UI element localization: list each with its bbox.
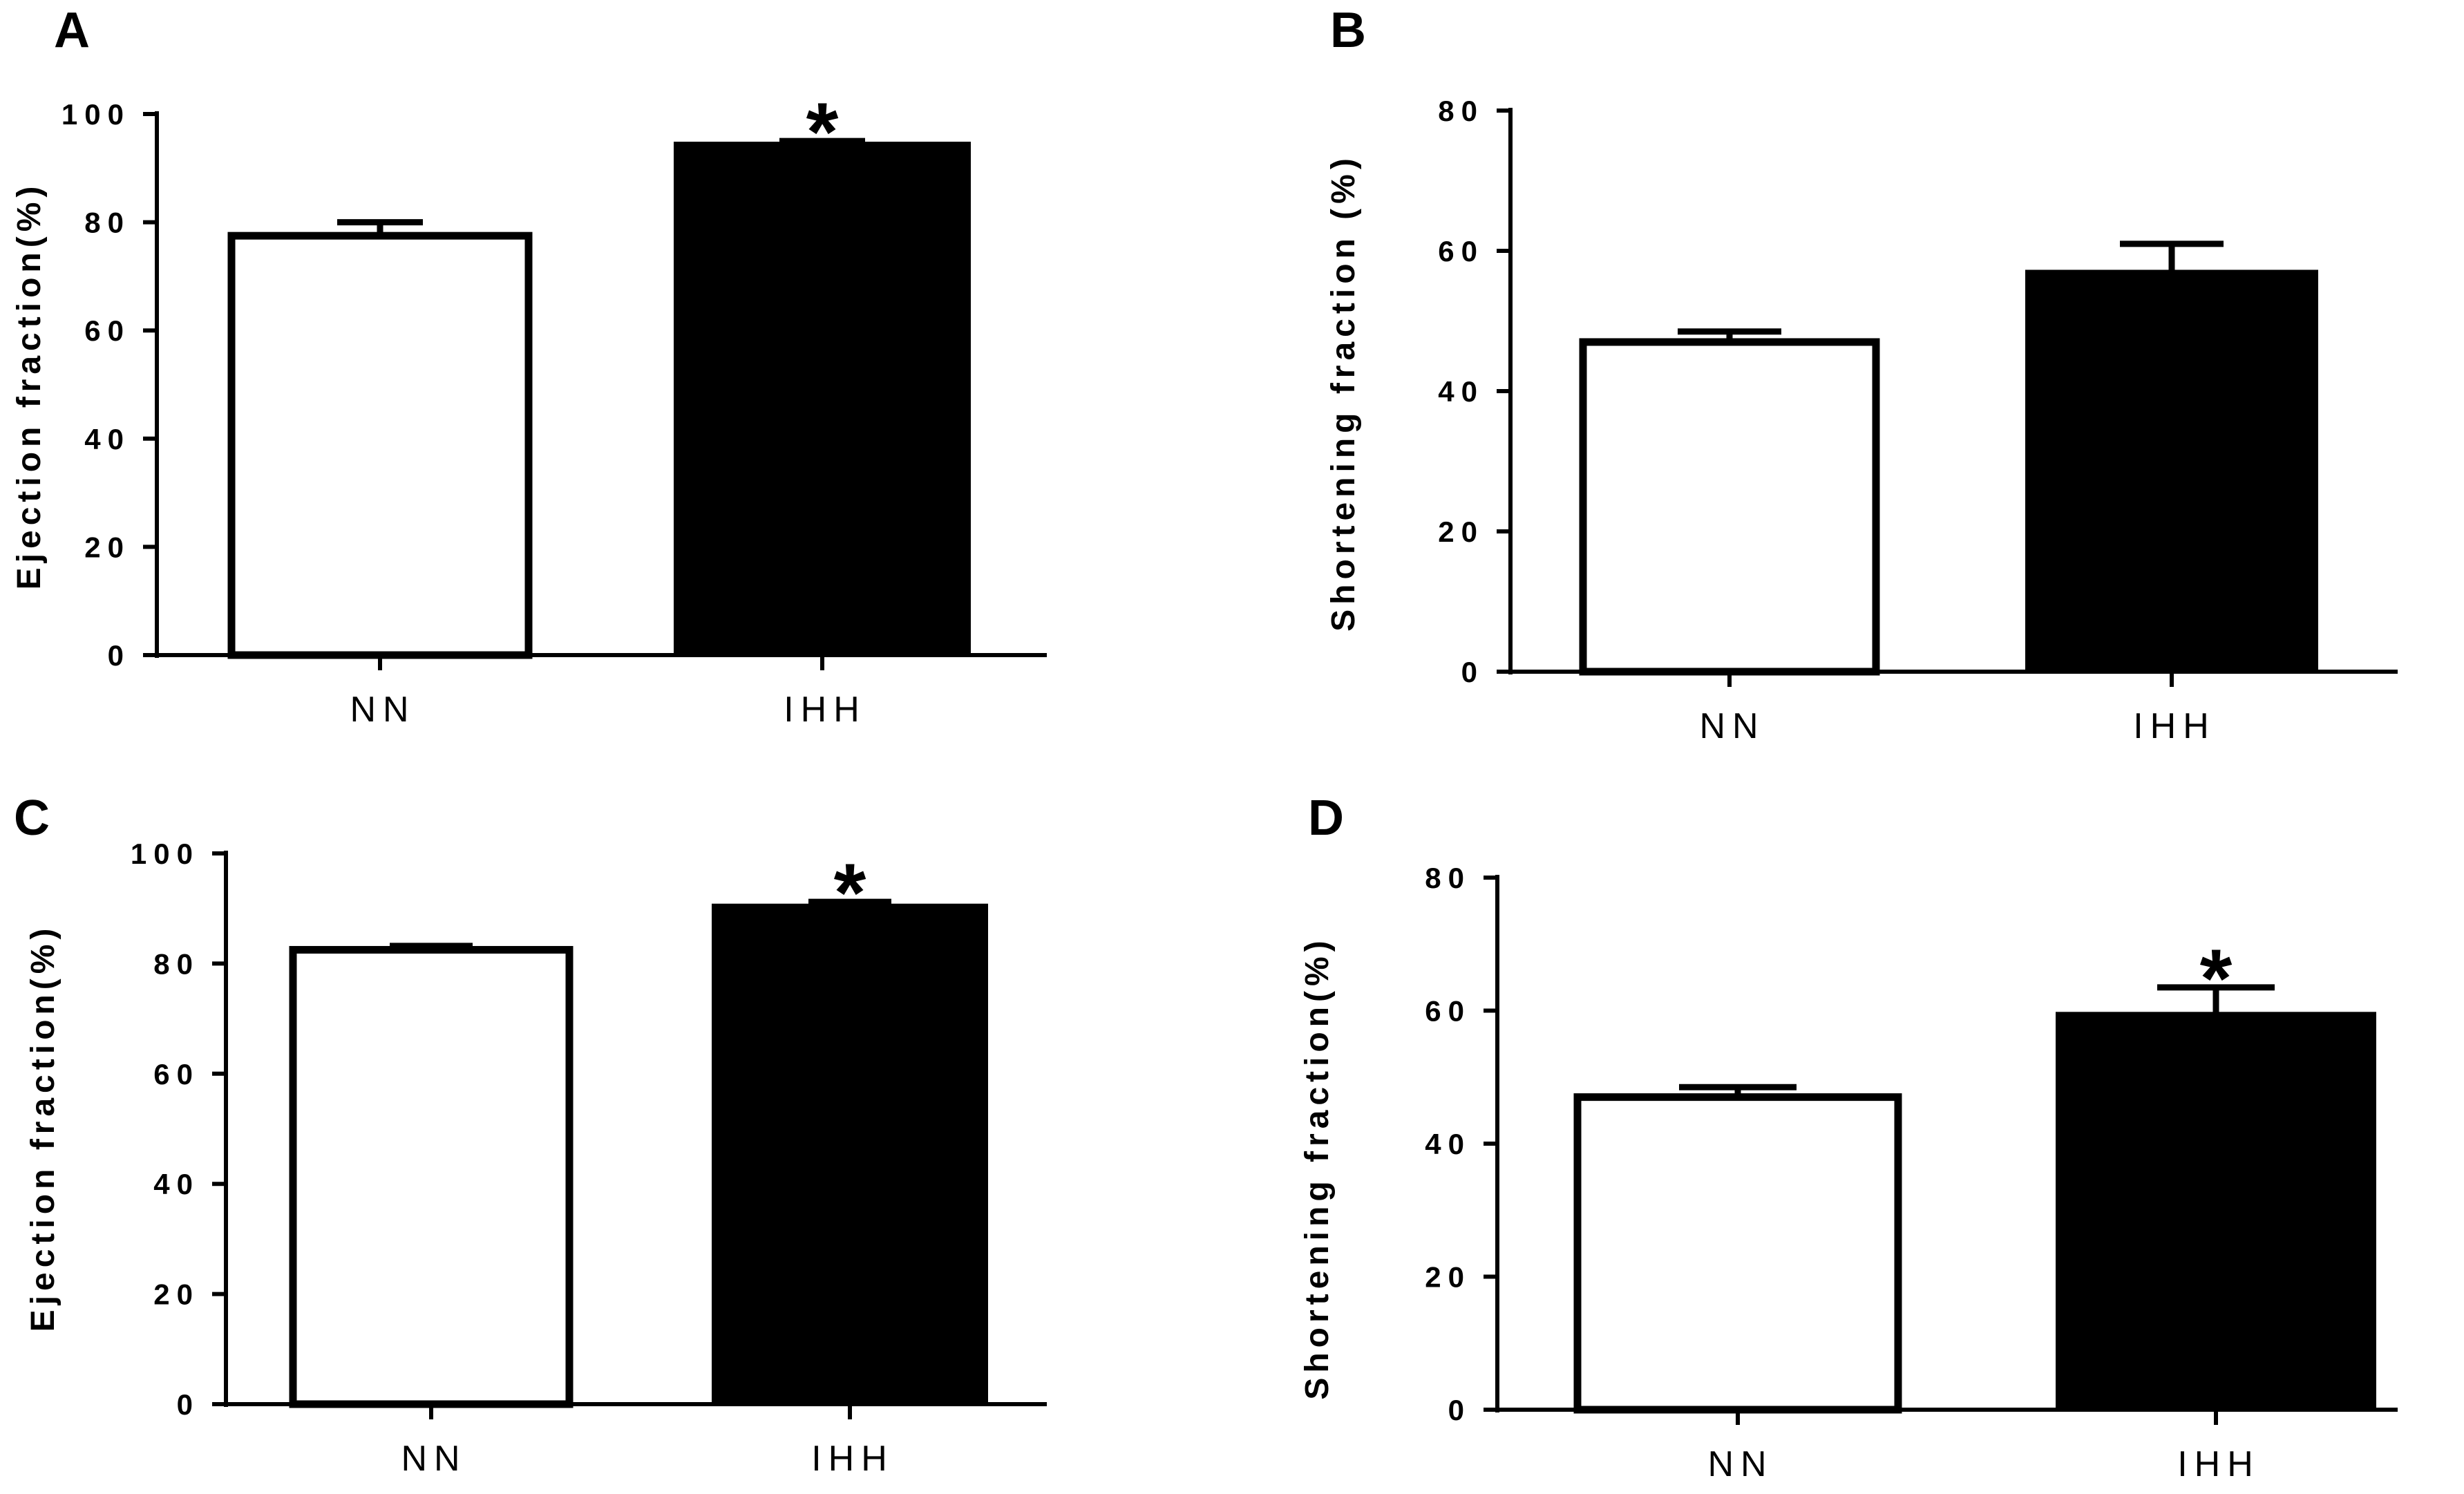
panel-letter: D — [1308, 791, 1344, 846]
plot-area: * 0 20 40 60 80 100 NN IHH — [131, 838, 1047, 1479]
y-axis-title: Shortening fraction (%) — [1325, 153, 1362, 632]
significance-marker: * — [806, 86, 839, 178]
y-tick-label: 40 — [153, 1168, 200, 1200]
y-axis-title: Shortening fraction(%) — [1299, 936, 1336, 1399]
y-tick-label: 80 — [1425, 862, 1471, 894]
y-tick-label: 40 — [1438, 375, 1484, 408]
y-tick-label: 60 — [1425, 995, 1471, 1028]
y-axis-title: Ejection fraction(%) — [11, 182, 48, 590]
plot-area: 0 20 40 60 80 NN IHH — [1438, 95, 2398, 746]
y-tick-label: 20 — [1438, 516, 1484, 548]
y-tick-label: 80 — [1438, 95, 1484, 127]
y-tick-label: 0 — [177, 1388, 200, 1421]
y-tick-label: 100 — [61, 98, 131, 131]
panel-a: A Ejection fraction(%) * 0 20 40 60 80 100 NN IH… — [11, 3, 1047, 730]
bar-nn — [1579, 338, 1880, 676]
x-category-label: NN — [401, 1439, 466, 1479]
y-tick-label: 0 — [1461, 656, 1484, 688]
y-tick-label: 100 — [131, 838, 200, 870]
panel-letter: B — [1330, 3, 1366, 58]
bar-ihh — [712, 903, 988, 1404]
x-category-label: IHH — [2177, 1444, 2260, 1484]
bar-ihh — [2056, 1012, 2376, 1410]
x-category-label: IHH — [784, 690, 866, 730]
panel-d: D Shortening fraction(%) * 0 20 40 60 80 NN IHH — [1299, 791, 2398, 1484]
x-category-label: NN — [1707, 1444, 1773, 1484]
bar-nn — [227, 231, 533, 659]
y-tick-label: 40 — [84, 423, 131, 455]
significance-marker: * — [2200, 932, 2233, 1025]
y-tick-label: 0 — [108, 639, 131, 672]
bar-nn — [289, 945, 574, 1408]
bar-ihh — [674, 142, 971, 655]
panel-letter: C — [14, 791, 50, 846]
bar-nn — [1573, 1093, 1902, 1414]
plot-area: * 0 20 40 60 80 100 NN IHH — [61, 86, 1047, 730]
y-tick-label: 20 — [1425, 1261, 1471, 1294]
y-tick-label: 60 — [153, 1058, 200, 1090]
panel-letter: A — [54, 3, 90, 58]
bar-ihh — [2025, 270, 2318, 672]
x-category-label: NN — [350, 690, 415, 730]
y-tick-label: 0 — [1448, 1394, 1471, 1426]
panel-b: B Shortening fraction (%) 0 20 40 60 80 NN IHH — [1325, 3, 2398, 746]
y-tick-label: 60 — [1438, 235, 1484, 267]
y-axis-title: Ejection fraction(%) — [25, 924, 61, 1332]
y-tick-label: 80 — [84, 207, 131, 239]
y-tick-label: 80 — [153, 947, 200, 980]
plot-area: * 0 20 40 60 80 NN IHH — [1425, 862, 2398, 1484]
y-tick-label: 20 — [153, 1278, 200, 1311]
y-tick-label: 60 — [84, 314, 131, 347]
y-tick-label: 40 — [1425, 1128, 1471, 1160]
x-category-label: IHH — [2133, 706, 2216, 746]
significance-marker: * — [834, 847, 866, 939]
x-category-label: IHH — [811, 1439, 894, 1479]
panel-c: C Ejection fraction(%) * 0 20 40 60 80 100 NN IH… — [14, 791, 1047, 1479]
y-tick-label: 20 — [84, 531, 131, 563]
x-category-label: NN — [1699, 706, 1765, 746]
